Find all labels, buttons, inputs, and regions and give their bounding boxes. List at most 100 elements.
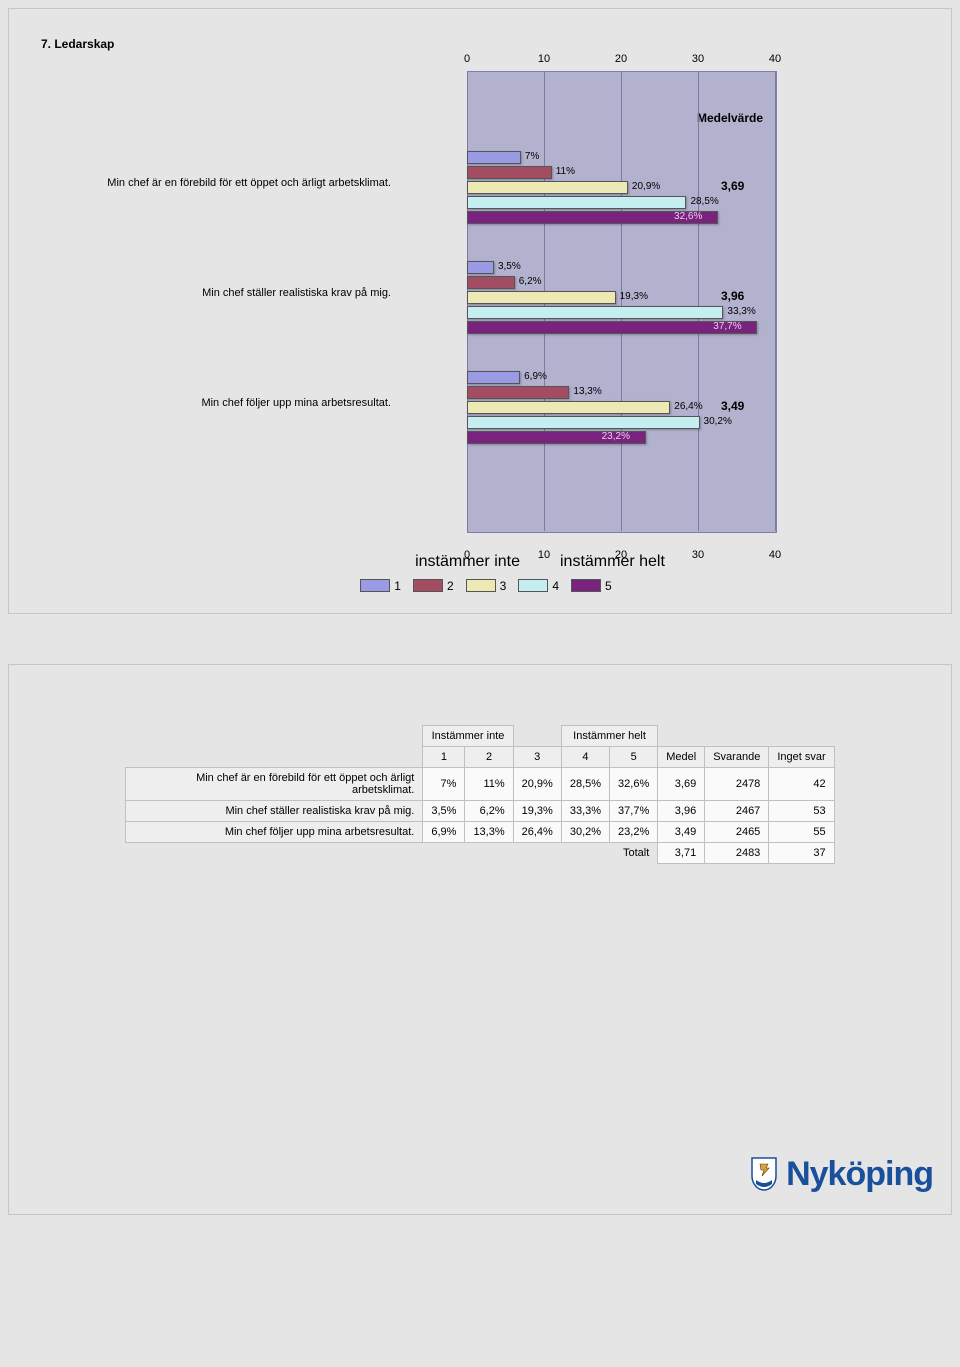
legend-label: 2 [447,579,454,593]
th-group-left: Instämmer inte [423,726,513,747]
th: 5 [610,747,658,768]
bar-value-label: 11% [556,166,575,177]
footer: Nyköping [9,864,951,1204]
total-cell: 2483 [705,843,769,864]
total-cell: 37 [769,843,834,864]
th: 3 [513,747,561,768]
total-cell: 3,71 [658,843,705,864]
bar-value-label: 30,2% [704,416,732,427]
axis-tick: 0 [464,549,470,561]
bar-value-label: 28,5% [690,196,718,207]
legend-label: 4 [552,579,559,593]
chart-area: Medelvärde 010203040 010203040 Min chef … [37,71,923,531]
bar-value-label: 6,2% [519,276,542,287]
cell: 13,3% [465,822,513,843]
bar-value-label: 23,2% [602,431,630,442]
total-label: Totalt [610,843,658,864]
bar-value-label: 26,4% [674,401,702,412]
bar [467,276,515,289]
bar [467,151,521,164]
question-label: Min chef följer upp mina arbetsresultat. [0,397,391,410]
cell: 28,5% [561,768,609,801]
chart-title: 7. Ledarskap [41,37,923,51]
cell: 37,7% [610,801,658,822]
bar-value-label: 13,3% [573,386,601,397]
legend-swatch [571,579,601,592]
axis-tick: 10 [538,549,550,561]
th: Inget svar [769,747,834,768]
table-panel: Instämmer inte Instämmer helt 12345MedelSv… [8,664,952,1215]
cell: 19,3% [513,801,561,822]
axis-tick: 40 [769,549,781,561]
bar [467,291,616,304]
bar-value-label: 3,5% [498,261,521,272]
bar-value-label: 32,6% [674,211,702,222]
cell: 55 [769,822,834,843]
cell: 7% [423,768,465,801]
legend-row: 1 2 3 4 5 [37,577,923,595]
bar [467,306,723,319]
cell: 6,9% [423,822,465,843]
data-table: Instämmer inte Instämmer helt 12345MedelSv… [125,725,834,864]
th: 2 [465,747,513,768]
bar-value-label: 37,7% [713,321,741,332]
cell: 3,69 [658,768,705,801]
mean-value: 3,49 [721,399,744,413]
legend-label: 1 [394,579,401,593]
legend-swatch [360,579,390,592]
bar-value-label: 6,9% [524,371,547,382]
logo-text: Nyköping [786,1155,933,1194]
legend-swatch [518,579,548,592]
legend-label: 5 [605,579,612,593]
th-group-right: Instämmer helt [561,726,657,747]
axis-tick: 10 [538,53,550,65]
bar [467,386,569,399]
cell: 6,2% [465,801,513,822]
bar [467,371,520,384]
cell: 2478 [705,768,769,801]
chart-panel: 7. Ledarskap Medelvärde 010203040 010203… [8,8,952,614]
mean-value: 3,96 [721,289,744,303]
gridline [698,71,699,531]
gridline [775,71,776,531]
legend-label: 3 [500,579,507,593]
total-row: Totalt3,71248337 [126,843,834,864]
bar [467,401,670,414]
cell: 2465 [705,822,769,843]
bar [467,166,552,179]
cell: 30,2% [561,822,609,843]
cell: 2467 [705,801,769,822]
question-label: Min chef ställer realistiska krav på mig… [0,287,391,300]
cell: 26,4% [513,822,561,843]
caption-left: instämmer inte [90,553,560,571]
row-label: Min chef ställer realistiska krav på mig… [126,801,423,822]
th: 1 [423,747,465,768]
cell: 32,6% [610,768,658,801]
th: Svarande [705,747,769,768]
cell: 23,2% [610,822,658,843]
row-label: Min chef följer upp mina arbetsresultat. [126,822,423,843]
th: Medel [658,747,705,768]
axis-tick: 30 [692,53,704,65]
axis-tick: 0 [464,53,470,65]
th: 4 [561,747,609,768]
bar-value-label: 20,9% [632,181,660,192]
bar-value-label: 7% [525,151,539,162]
legend-caption: instämmer inteinstämmer helt [37,553,923,571]
crest-icon [748,1156,780,1194]
cell: 3,5% [423,801,465,822]
logo: Nyköping [748,1155,933,1194]
bar-value-label: 19,3% [620,291,648,302]
cell: 20,9% [513,768,561,801]
cell: 33,3% [561,801,609,822]
cell: 11% [465,768,513,801]
bar [467,261,494,274]
legend-swatch [413,579,443,592]
axis-tick: 40 [769,53,781,65]
mean-header: Medelvärde [697,111,763,125]
legend-swatch [466,579,496,592]
row-label: Min chef är en förebild för ett öppet oc… [126,768,423,801]
table-row: Min chef är en förebild för ett öppet oc… [126,768,834,801]
bar [467,181,628,194]
question-label: Min chef är en förebild för ett öppet oc… [0,177,391,190]
